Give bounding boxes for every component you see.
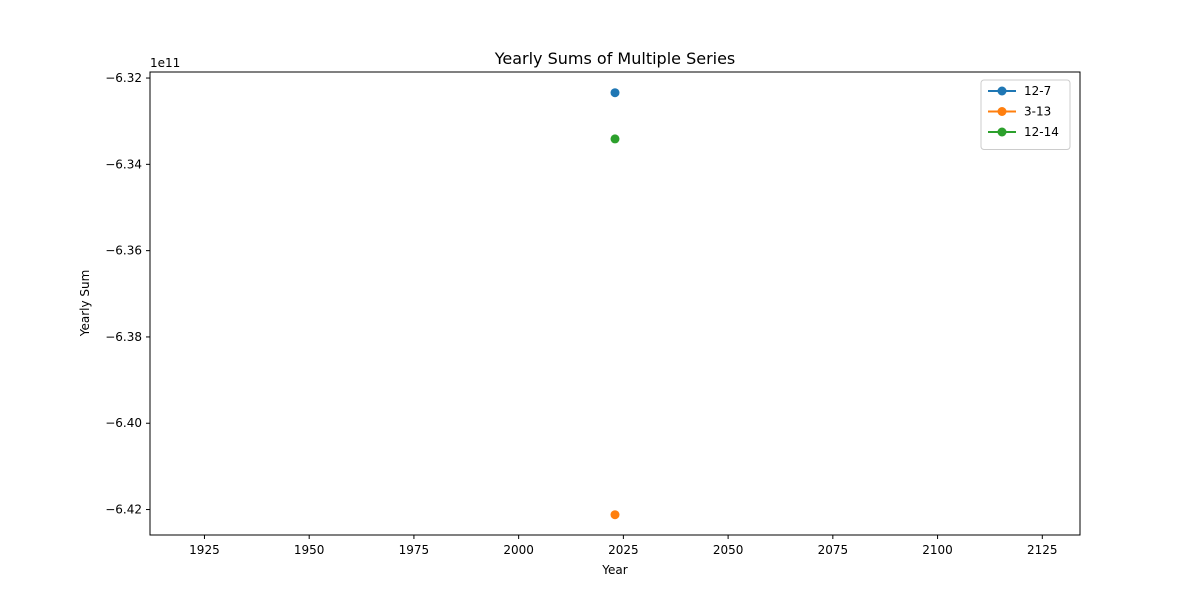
x-tick-label: 2025	[608, 543, 639, 557]
data-point	[610, 134, 620, 144]
plot-area-frame	[149, 71, 1081, 536]
legend-item: 3-13	[988, 105, 1051, 119]
legend-marker	[997, 127, 1007, 137]
y-tick-label: −6.32	[105, 71, 142, 85]
x-tick-label: 2050	[713, 543, 744, 557]
y-tick-label: −6.38	[105, 330, 142, 344]
data-point	[610, 88, 620, 98]
x-tick-label: 2000	[503, 543, 534, 557]
x-axis-label: Year	[601, 563, 627, 577]
legend-item: 12-14	[988, 125, 1059, 139]
series-3-13	[610, 510, 620, 520]
data-point	[610, 510, 620, 520]
y-axis-label: Yearly Sum	[78, 270, 92, 338]
data-points	[610, 88, 620, 520]
x-tick-label: 1950	[294, 543, 325, 557]
x-tick-label: 2075	[818, 543, 849, 557]
y-tick-label: −6.40	[105, 416, 142, 430]
x-tick-label: 1925	[189, 543, 220, 557]
legend: 12-7 3-13 12-14	[980, 79, 1071, 150]
legend-label: 12-7	[1024, 84, 1051, 98]
legend-item: 12-7	[988, 84, 1051, 98]
legend-label: 12-14	[1024, 125, 1059, 139]
y-tick-label: −6.36	[105, 244, 142, 258]
legend-label: 3-13	[1024, 105, 1051, 119]
y-axis-ticks: −6.32 −6.34 −6.36 −6.38 −6.40 −6.42	[105, 71, 150, 517]
y-offset-label: 1e11	[150, 56, 180, 70]
x-tick-label: 2100	[922, 543, 953, 557]
x-tick-label: 2125	[1027, 543, 1058, 557]
y-tick-label: −6.42	[105, 503, 142, 517]
series-12-7	[610, 88, 620, 98]
y-tick-label: −6.34	[105, 157, 142, 171]
legend-marker	[997, 107, 1007, 116]
x-axis-ticks: 1925 1950 1975 2000 2025 2050 2075 2100 2125	[189, 535, 1058, 557]
series-12-14	[610, 134, 620, 144]
x-tick-label: 1975	[399, 543, 430, 557]
chart-title: Yearly Sums of Multiple Series	[494, 49, 736, 68]
legend-marker	[997, 86, 1007, 96]
